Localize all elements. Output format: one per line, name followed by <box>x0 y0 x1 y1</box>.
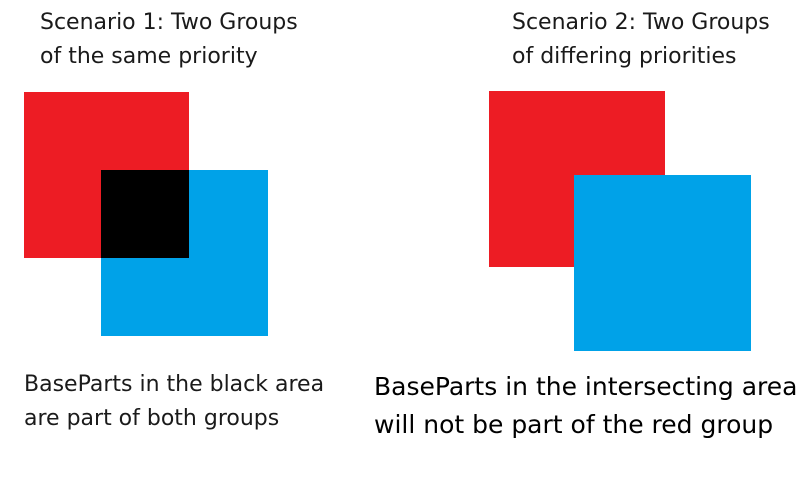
scenario-1-caption: BaseParts in the black area are part of … <box>24 368 324 436</box>
scenario-1-title-line-2: of the same priority <box>40 44 258 69</box>
scenario-2-title-line-2: of differing priorities <box>512 44 737 69</box>
scenario-1-overlap-area <box>101 170 189 258</box>
scenario-2-caption-line-1: BaseParts in the intersecting area <box>374 372 798 401</box>
scenario-1-caption-line-2: are part of both groups <box>24 406 280 431</box>
scenario-2-title: Scenario 2: Two Groups of differing prio… <box>512 6 770 74</box>
scenario-2-blue-group <box>574 175 751 351</box>
scenario-2-title-line-1: Scenario 2: Two Groups <box>512 10 770 35</box>
scenario-2-caption: BaseParts in the intersecting area will … <box>374 368 797 444</box>
scenario-2-caption-line-2: will not be part of the red group <box>374 410 774 439</box>
scenario-1-title-line-1: Scenario 1: Two Groups <box>40 10 298 35</box>
scenario-1-title: Scenario 1: Two Groups of the same prior… <box>40 6 298 74</box>
scenario-1-caption-line-1: BaseParts in the black area <box>24 372 325 397</box>
